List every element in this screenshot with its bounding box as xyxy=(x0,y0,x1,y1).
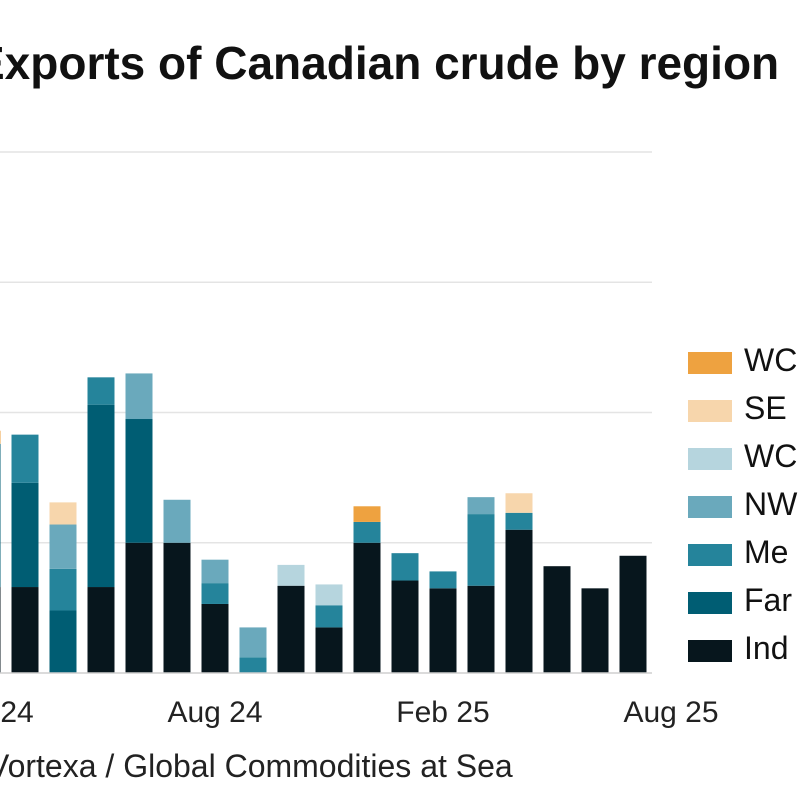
bar-segment xyxy=(49,610,77,673)
bar-segment xyxy=(11,482,39,588)
bar-segment xyxy=(239,657,267,673)
bar-segment xyxy=(581,588,609,673)
bar-segment xyxy=(0,587,1,673)
bar-segment xyxy=(277,585,305,673)
legend-label: Far xyxy=(744,582,792,618)
bar-segment xyxy=(353,506,381,522)
bar-segment xyxy=(49,502,77,525)
legend-label: SE xyxy=(744,390,787,426)
legend-swatch xyxy=(688,448,732,470)
bar-segment xyxy=(391,580,419,673)
legend-label: WC xyxy=(744,342,798,378)
legend-label: Ind xyxy=(744,630,789,666)
bar-segment xyxy=(49,524,77,569)
legend-label: WC xyxy=(744,438,798,474)
bar-segment xyxy=(467,585,495,673)
x-tick-label: Feb 25 xyxy=(396,696,489,729)
bar-segment xyxy=(315,627,343,673)
bar-segment xyxy=(315,584,343,606)
bar-segment xyxy=(201,603,229,673)
source-note: Vortexa / Global Commodities at Sea xyxy=(0,748,513,784)
bar-segment xyxy=(505,493,533,513)
bar-segment xyxy=(353,521,381,543)
bar-segment xyxy=(353,542,381,673)
bar-segment xyxy=(125,373,153,420)
legend-swatch xyxy=(688,640,732,662)
bar-segment xyxy=(125,419,153,543)
bar-segment xyxy=(0,430,1,444)
bar-segment xyxy=(315,605,343,628)
x-tick-label: Aug 24 xyxy=(167,696,262,729)
bar-segment xyxy=(11,587,39,673)
bar-segment xyxy=(505,512,533,530)
x-tick-label: Feb 24 xyxy=(0,696,34,729)
legend-swatch xyxy=(688,496,732,518)
bar-segment xyxy=(239,627,267,658)
bar-segment xyxy=(125,542,153,673)
bar-segment xyxy=(429,588,457,673)
bar-segment xyxy=(0,443,1,588)
legend-swatch xyxy=(688,400,732,422)
legend-swatch xyxy=(688,592,732,614)
bar-segment xyxy=(391,553,419,581)
bar-segment xyxy=(201,559,229,584)
legend-label: Me xyxy=(744,534,789,570)
bar-segment xyxy=(619,555,647,673)
bar-segment xyxy=(505,529,533,673)
x-tick-label: Aug 25 xyxy=(623,696,718,729)
bar-segment xyxy=(543,566,571,673)
legend-label: NW xyxy=(744,486,798,522)
bar-segment xyxy=(163,542,191,673)
bar-segment xyxy=(11,434,39,483)
bar-segment xyxy=(49,568,77,611)
legend-swatch xyxy=(688,544,732,566)
chart-title: Exports of Canadian crude by region xyxy=(0,37,780,89)
bar-segment xyxy=(87,404,115,588)
bar-segment xyxy=(429,571,457,589)
bar-segment xyxy=(467,497,495,515)
legend-swatch xyxy=(688,352,732,374)
bar-segment xyxy=(87,377,115,405)
bar-segment xyxy=(163,499,191,543)
bar-segment xyxy=(201,583,229,604)
bar-segment xyxy=(277,564,305,586)
bar-segment xyxy=(87,587,115,673)
bar-segment xyxy=(467,514,495,586)
